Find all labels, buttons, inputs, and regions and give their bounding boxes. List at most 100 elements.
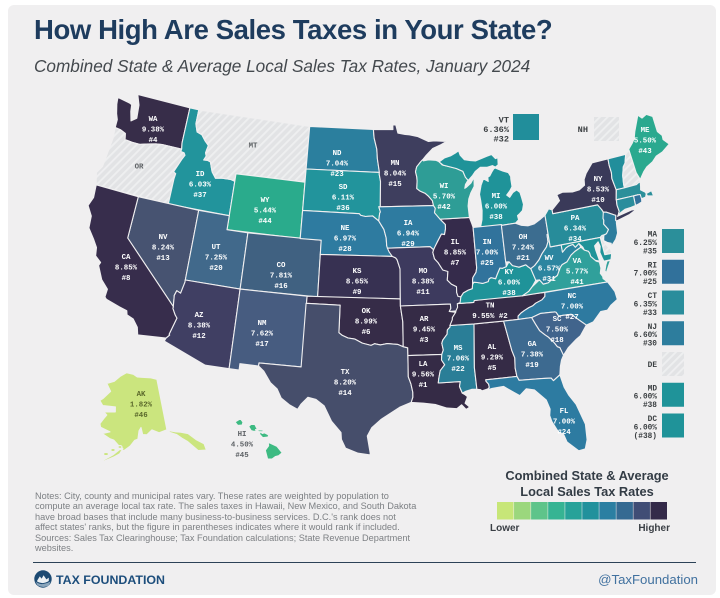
svg-text:#30: #30 xyxy=(643,341,657,349)
svg-text:5.70%: 5.70% xyxy=(433,194,456,202)
svg-text:MI: MI xyxy=(492,193,501,201)
svg-text:KY: KY xyxy=(505,269,514,277)
svg-text:NJ: NJ xyxy=(648,324,657,332)
svg-text:#7: #7 xyxy=(451,260,460,268)
svg-text:#20: #20 xyxy=(209,265,223,273)
svg-text:6.00%: 6.00% xyxy=(485,204,508,212)
svg-text:#28: #28 xyxy=(338,246,352,254)
svg-text:8.65%: 8.65% xyxy=(346,279,369,287)
svg-text:8.04%: 8.04% xyxy=(384,171,407,179)
svg-text:6.00%: 6.00% xyxy=(498,280,521,288)
svg-text:7.38%: 7.38% xyxy=(521,352,544,360)
svg-text:8.99%: 8.99% xyxy=(355,319,378,327)
svg-text:5.44%: 5.44% xyxy=(254,208,277,216)
svg-text:5.50%: 5.50% xyxy=(634,138,657,146)
svg-text:#41: #41 xyxy=(570,279,584,287)
svg-text:WI: WI xyxy=(440,183,449,191)
svg-text:(#38): (#38) xyxy=(634,433,657,441)
svg-text:#3: #3 xyxy=(420,337,429,345)
svg-text:5.77%: 5.77% xyxy=(566,269,589,277)
svg-text:7.00%: 7.00% xyxy=(561,304,584,312)
svg-text:8.20%: 8.20% xyxy=(334,380,357,388)
svg-text:7.50%: 7.50% xyxy=(546,327,569,335)
svg-text:#42: #42 xyxy=(437,204,450,212)
svg-text:#31: #31 xyxy=(542,276,556,284)
svg-text:#29: #29 xyxy=(401,241,414,249)
svg-text:#18: #18 xyxy=(550,337,564,345)
svg-text:#34: #34 xyxy=(568,236,582,244)
svg-text:#24: #24 xyxy=(557,429,571,437)
svg-text:7.24%: 7.24% xyxy=(512,245,535,253)
svg-text:#14: #14 xyxy=(338,390,352,398)
svg-text:#25: #25 xyxy=(643,279,657,287)
svg-text:#21: #21 xyxy=(516,255,530,263)
svg-text:8.24%: 8.24% xyxy=(152,245,175,253)
svg-text:#36: #36 xyxy=(336,205,350,213)
svg-text:MO: MO xyxy=(419,268,428,276)
svg-text:8.38%: 8.38% xyxy=(412,279,435,287)
svg-text:#1: #1 xyxy=(419,382,428,390)
svg-text:#22: #22 xyxy=(451,366,464,374)
svg-text:IL: IL xyxy=(451,239,460,247)
svg-text:DC: DC xyxy=(648,416,658,424)
svg-text:#25: #25 xyxy=(480,260,494,268)
svg-text:8.85%: 8.85% xyxy=(444,250,467,258)
svg-text:UT: UT xyxy=(212,244,221,252)
svg-text:IN: IN xyxy=(483,239,492,247)
svg-text:MN: MN xyxy=(391,160,400,168)
svg-text:PA: PA xyxy=(571,215,580,223)
svg-text:1.82%: 1.82% xyxy=(130,402,153,410)
svg-text:MS: MS xyxy=(454,345,463,353)
svg-text:#12: #12 xyxy=(192,333,205,341)
svg-text:AZ: AZ xyxy=(195,312,204,320)
svg-text:NM: NM xyxy=(258,320,267,328)
svg-text:AL: AL xyxy=(488,344,497,352)
svg-text:9.29%: 9.29% xyxy=(481,355,504,363)
svg-text:GA: GA xyxy=(528,341,537,349)
svg-text:6.03%: 6.03% xyxy=(189,182,212,190)
svg-text:VT: VT xyxy=(499,116,509,126)
svg-text:NH: NH xyxy=(578,125,588,135)
svg-text:CT: CT xyxy=(648,293,658,301)
svg-text:6.00%: 6.00% xyxy=(634,394,658,402)
svg-text:DE: DE xyxy=(648,362,658,370)
svg-text:6.34%: 6.34% xyxy=(564,226,587,234)
svg-text:OH: OH xyxy=(519,234,528,242)
svg-text:#38: #38 xyxy=(502,290,516,298)
svg-text:SC: SC xyxy=(553,316,562,324)
svg-text:9.56%: 9.56% xyxy=(412,372,435,380)
svg-text:7.06%: 7.06% xyxy=(447,356,470,364)
svg-text:7.00%: 7.00% xyxy=(476,250,499,258)
svg-text:MT: MT xyxy=(249,143,258,151)
svg-text:6.00%: 6.00% xyxy=(634,424,658,432)
svg-text:WA: WA xyxy=(149,116,158,124)
svg-text:#38: #38 xyxy=(489,214,503,222)
svg-text:ND: ND xyxy=(333,150,342,158)
svg-text:MD: MD xyxy=(648,385,658,393)
svg-text:#23: #23 xyxy=(330,171,344,179)
svg-text:7.00%: 7.00% xyxy=(634,271,658,279)
svg-text:NC: NC xyxy=(568,293,577,301)
svg-text:#43: #43 xyxy=(638,148,652,156)
svg-text:#27: #27 xyxy=(565,314,578,322)
svg-text:#38: #38 xyxy=(643,402,657,410)
svg-text:VA: VA xyxy=(573,258,582,266)
svg-text:WY: WY xyxy=(261,197,270,205)
svg-text:6.25%: 6.25% xyxy=(634,240,658,248)
svg-text:#33: #33 xyxy=(643,310,657,318)
svg-text:7.62%: 7.62% xyxy=(251,331,274,339)
svg-text:#45: #45 xyxy=(235,452,249,460)
svg-text:AK: AK xyxy=(137,391,146,399)
svg-text:6.57%: 6.57% xyxy=(538,266,561,274)
svg-text:OR: OR xyxy=(135,164,144,172)
svg-text:#19: #19 xyxy=(525,362,538,370)
svg-text:6.60%: 6.60% xyxy=(634,332,658,340)
svg-text:#16: #16 xyxy=(274,283,288,291)
svg-text:#37: #37 xyxy=(193,192,206,200)
svg-text:4.50%: 4.50% xyxy=(231,442,254,450)
svg-text:FL: FL xyxy=(560,408,569,416)
svg-text:#35: #35 xyxy=(643,248,657,256)
svg-text:KS: KS xyxy=(353,268,362,276)
svg-text:OK: OK xyxy=(362,308,371,316)
svg-text:CO: CO xyxy=(277,262,286,270)
